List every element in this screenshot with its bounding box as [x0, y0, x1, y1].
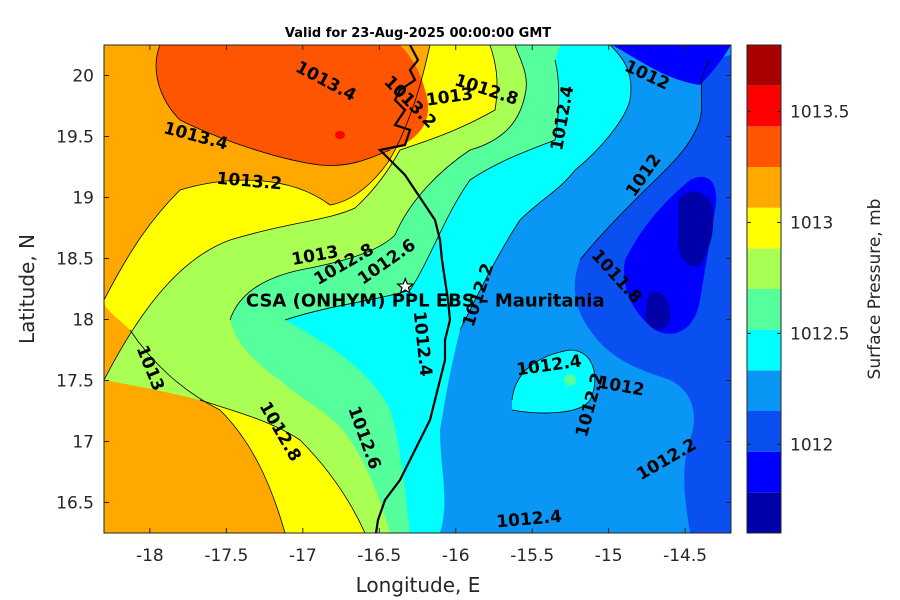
- y-axis: 16.5 17 17.5 18 18.5 19 19.5 20: [56, 67, 731, 514]
- colorbar-band: [747, 207, 781, 249]
- colorbar-band: [747, 411, 781, 452]
- colorbar-band: [747, 329, 781, 371]
- coastline: [374, 45, 452, 533]
- x-tick-label: -15: [595, 546, 623, 566]
- colorbar-tick-label: 1012: [790, 435, 833, 455]
- x-tick-label: -16: [442, 546, 470, 566]
- level-1011-4: [678, 191, 714, 267]
- site-star-icon: [396, 276, 415, 295]
- y-tick-label: 18: [72, 311, 94, 331]
- y-tick-label: 19.5: [56, 128, 94, 148]
- colorbar-band: [747, 85, 781, 127]
- y-tick-label: 18.5: [56, 250, 94, 270]
- y-tick-label: 17: [72, 433, 94, 453]
- x-tick-label: -18: [136, 546, 164, 566]
- x-axis: -18 -17.5 -17 -16.5 -16 -15.5 -15 -14.5: [136, 45, 707, 566]
- plot-frame: [103, 44, 732, 534]
- contour-fill: [104, 45, 731, 533]
- x-tick-label: -14.5: [663, 546, 707, 566]
- chart-title: Valid for 23-Aug-2025 00:00:00 GMT: [285, 26, 551, 41]
- level-1013-4: [210, 45, 395, 132]
- colorbar-band: [747, 492, 781, 533]
- colorbar-label: Surface Pressure, mb: [865, 199, 885, 380]
- green-dot: [564, 374, 576, 386]
- level-1011-4b: [645, 291, 671, 330]
- colorbar-band: [747, 248, 781, 289]
- colorbar-frame: [746, 44, 782, 534]
- y-tick-label: 17.5: [56, 372, 94, 392]
- colorbar: 1012 1012.5 1013 1013.5: [746, 44, 849, 534]
- level-1011-6b: [612, 45, 731, 85]
- y-tick-label: 19: [72, 189, 94, 209]
- colorbar-tick-label: 1013.5: [790, 103, 849, 123]
- y-axis-label: Latitude, N: [15, 234, 39, 344]
- level-1013-6-dot: [335, 131, 345, 139]
- colorbar-band: [747, 451, 781, 493]
- colorbar-band: [747, 167, 781, 208]
- site-marker: CSA (ONHYM) PPL EBS - Mauritania: [246, 276, 605, 312]
- site-label: CSA (ONHYM) PPL EBS - Mauritania: [246, 291, 605, 312]
- colorbar-band: [747, 289, 781, 330]
- colorbar-band: [747, 370, 781, 411]
- colorbar-tick-label: 1013: [790, 213, 833, 233]
- colorbar-band: [747, 45, 781, 86]
- y-tick-label: 16.5: [56, 494, 94, 514]
- x-axis-label: Longitude, E: [356, 573, 481, 597]
- x-tick-label: -17: [289, 546, 317, 566]
- colorbar-tick-label: 1012.5: [790, 324, 849, 344]
- colorbar-band: [747, 126, 781, 167]
- x-tick-label: -16.5: [357, 546, 401, 566]
- x-tick-label: -17.5: [204, 546, 248, 566]
- cyan-island: [512, 350, 595, 413]
- y-tick-label: 20: [72, 67, 94, 87]
- x-tick-label: -15.5: [510, 546, 554, 566]
